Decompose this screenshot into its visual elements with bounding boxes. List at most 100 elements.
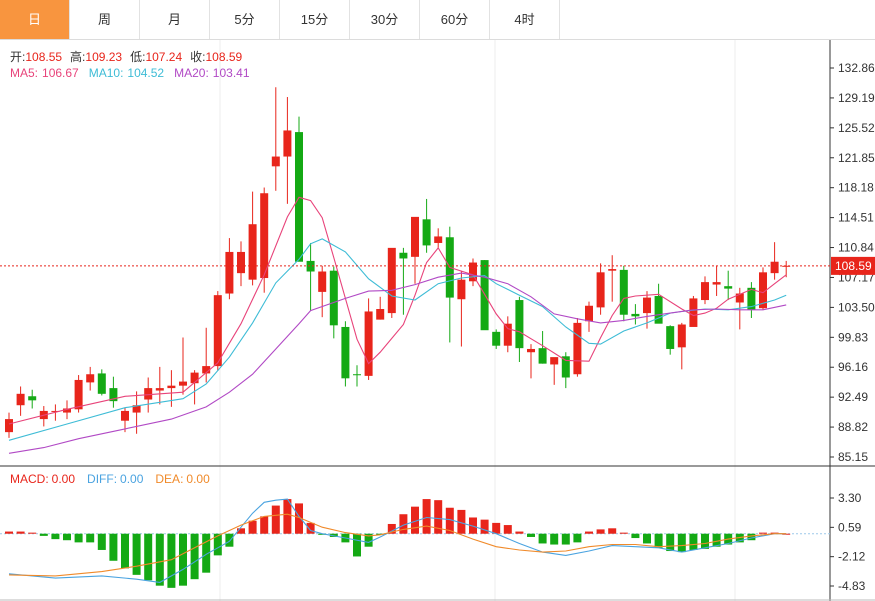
ma10-label: MA10: — [88, 66, 124, 80]
line-dea — [8, 513, 787, 577]
macd-bar-54 — [631, 533, 640, 539]
candle-body-57 — [666, 326, 675, 349]
candle-body-36 — [422, 219, 431, 246]
open-value: 108.55 — [25, 50, 63, 64]
macd-bar-49 — [573, 533, 582, 543]
candle-body-47 — [550, 357, 559, 365]
candle-body-10 — [121, 410, 129, 421]
macd-bar-53 — [619, 532, 628, 534]
tab-1[interactable]: 周 — [70, 0, 140, 39]
macd-bar-6 — [74, 533, 83, 543]
tab-4[interactable]: 15分 — [280, 0, 350, 39]
price-chart: 132.86 129.19 125.52 121.85 118.18 114.51 110.… — [0, 40, 875, 601]
macd-bar-5 — [63, 533, 71, 541]
candle-body-62 — [724, 286, 733, 289]
ma5-label: MA5: — [10, 66, 39, 80]
ma20-value: 103.41 — [212, 66, 250, 80]
macd-bar-39 — [457, 509, 466, 534]
macd-bar-9 — [109, 533, 118, 561]
low-value: 107.24 — [145, 50, 183, 64]
candle-body-53 — [619, 269, 628, 315]
high-label: 高: — [70, 50, 86, 64]
low-label: 低: — [130, 50, 146, 64]
candle-body-32 — [376, 309, 385, 320]
macd-bar-10 — [121, 533, 129, 569]
candle-body-26 — [306, 260, 315, 272]
candle-body-43 — [503, 323, 512, 346]
y-tick-label-3: 121.85 — [838, 151, 875, 165]
macd-bar-3 — [39, 533, 48, 536]
candle-body-12 — [144, 388, 153, 400]
tab-6[interactable]: 60分 — [420, 0, 490, 39]
macd-bar-12 — [144, 533, 153, 581]
macd-bar-16 — [190, 533, 199, 580]
candle-body-4 — [51, 410, 60, 412]
candle-body-60 — [701, 282, 709, 301]
candle-body-23 — [271, 156, 280, 167]
macd-y-tick-label-3: -4.83 — [838, 579, 866, 593]
candle-body-58 — [677, 324, 686, 348]
candle-body-9 — [109, 388, 118, 402]
macd-bar-24 — [283, 499, 292, 534]
macd-bar-55 — [643, 533, 651, 544]
diff-label: DIFF: — [87, 472, 118, 486]
candle-body-59 — [689, 298, 698, 327]
tab-2[interactable]: 月 — [140, 0, 210, 39]
tab-3[interactable]: 5分 — [210, 0, 280, 39]
candle-body-63 — [735, 293, 744, 303]
y-tick-label-2: 125.52 — [838, 121, 875, 135]
candle-body-13 — [155, 388, 164, 391]
candle-body-65 — [759, 272, 767, 309]
macd-bar-34 — [399, 514, 408, 534]
tab-7[interactable]: 4时 — [490, 0, 560, 39]
candle-body-29 — [341, 326, 350, 379]
macd-bar-65 — [759, 532, 767, 534]
open-label: 开: — [10, 50, 26, 64]
macd-bar-56 — [654, 533, 663, 548]
candle-body-19 — [225, 251, 234, 294]
macd-bar-0 — [5, 531, 13, 534]
candle-body-2 — [28, 396, 37, 401]
macd-bar-13 — [155, 533, 164, 586]
candle-body-11 — [132, 405, 141, 413]
macd-label: MACD: — [10, 472, 49, 486]
close-label: 收: — [190, 50, 206, 64]
ohlc-readout: 开:108.55 高:109.23 低:107.24 收:108.59 — [10, 48, 242, 65]
candle-body-17 — [202, 366, 211, 374]
candle-body-5 — [63, 408, 71, 413]
candle-body-1 — [16, 393, 25, 406]
candle-body-51 — [596, 272, 605, 308]
macd-bar-33 — [387, 523, 396, 534]
macd-bar-44 — [515, 531, 524, 534]
macd-bar-14 — [167, 533, 176, 588]
candle-body-64 — [747, 287, 756, 310]
macd-bar-15 — [179, 533, 187, 586]
macd-bar-18 — [213, 533, 222, 556]
macd-bar-57 — [666, 533, 675, 552]
macd-y-tick-label-1: 0.59 — [838, 520, 862, 534]
candle-body-28 — [329, 270, 338, 326]
candle-body-6 — [74, 379, 83, 410]
macd-bar-35 — [411, 506, 419, 534]
y-tick-label-4: 118.18 — [838, 181, 874, 195]
candle-body-0 — [5, 419, 13, 433]
close-value: 108.59 — [205, 50, 243, 64]
macd-bar-8 — [97, 533, 106, 550]
candle-body-8 — [97, 373, 106, 394]
tab-0[interactable]: 日 — [0, 0, 70, 39]
macd-bar-2 — [28, 532, 37, 534]
macd-bar-27 — [318, 533, 327, 535]
candle-body-56 — [654, 295, 663, 324]
candle-body-54 — [631, 313, 640, 317]
candle-body-20 — [237, 251, 245, 274]
candle-body-49 — [573, 322, 582, 375]
macd-bar-59 — [689, 533, 698, 550]
tab-5[interactable]: 30分 — [350, 0, 420, 39]
candle-body-22 — [260, 193, 269, 279]
y-tick-label-10: 96.16 — [838, 360, 868, 374]
macd-bar-26 — [306, 522, 315, 534]
y-tick-label-5: 114.51 — [838, 211, 874, 225]
candle-body-67 — [782, 265, 791, 267]
ma-readout: MA5: 106.67 MA10: 104.52 MA20: 103.41 — [10, 66, 250, 80]
macd-bar-50 — [585, 531, 593, 534]
